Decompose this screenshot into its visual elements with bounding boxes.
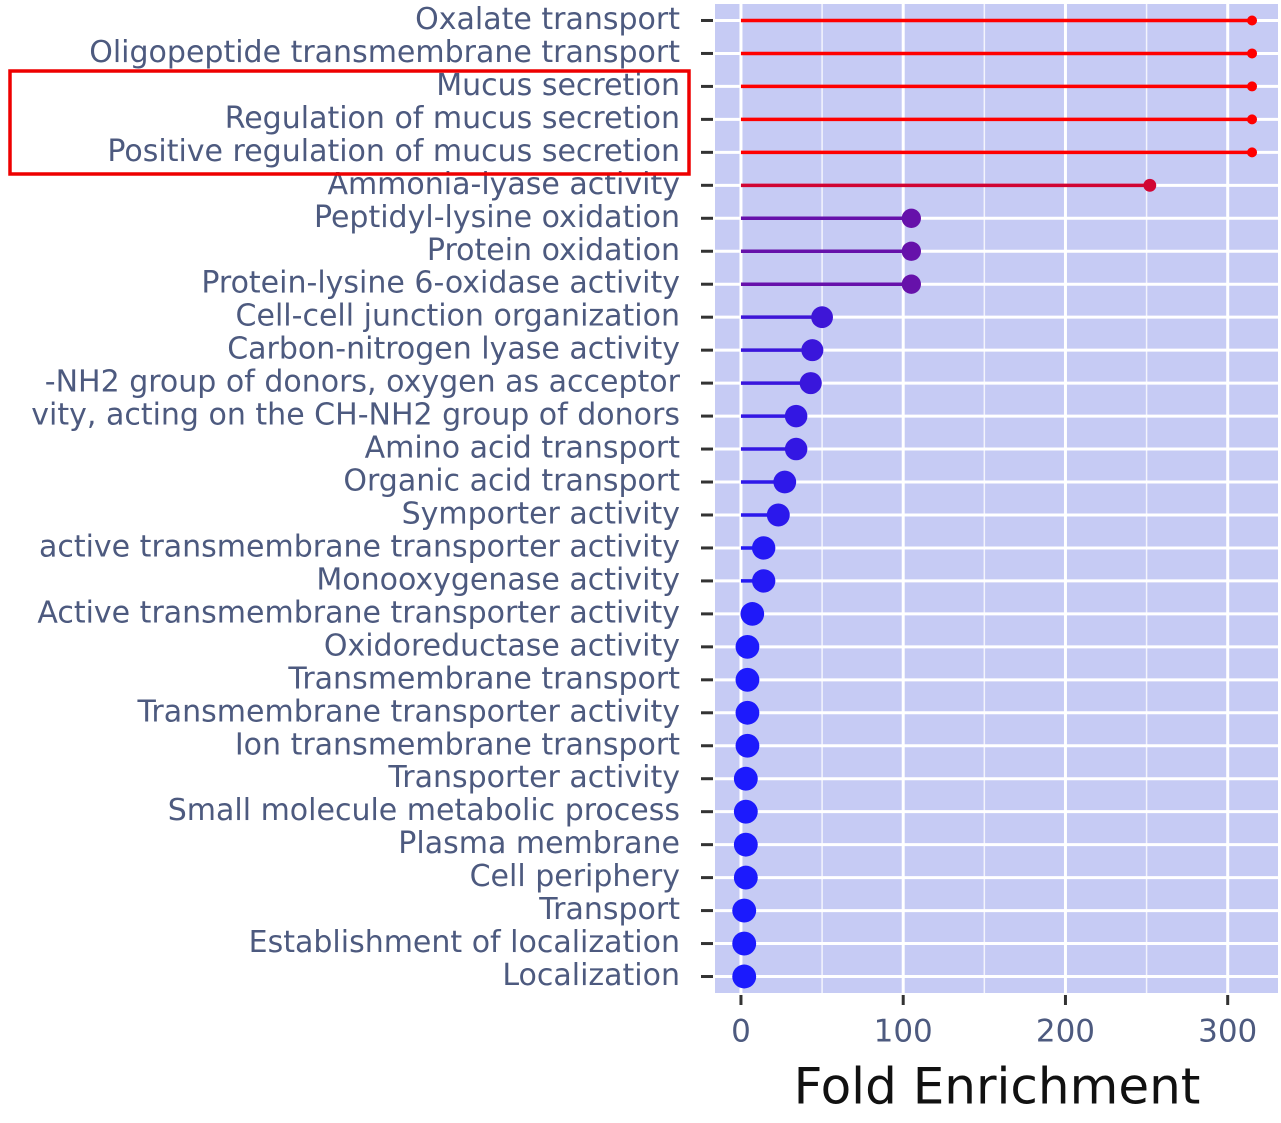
y-tick-label: Ammonia-lyase activity (327, 167, 680, 202)
y-tick-label: Plasma membrane (398, 826, 680, 861)
x-tick-label: 300 (1198, 1014, 1257, 1050)
x-tick-label: 100 (874, 1014, 933, 1050)
y-tick-label: Active transmembrane transporter activit… (37, 595, 680, 630)
y-tick-label: Protein oxidation (427, 233, 680, 268)
x-tick-label: 200 (1036, 1014, 1095, 1050)
dot (1247, 81, 1258, 92)
y-tick-label: Symporter activity (402, 496, 680, 531)
y-tick-label: Oligopeptide transmembrane transport (89, 35, 680, 70)
y-tick-label: Organic acid transport (343, 464, 680, 499)
dot (1247, 114, 1258, 125)
dot (735, 667, 760, 692)
dot (1143, 178, 1157, 192)
dot (732, 964, 757, 989)
dot (901, 241, 921, 261)
y-tick-label: Oxidoreductase activity (324, 628, 680, 663)
dot (1247, 15, 1258, 26)
dot (735, 733, 760, 758)
dot (733, 832, 758, 857)
y-tick-label: Amino acid transport (365, 431, 681, 466)
y-tick-label: Transport (538, 892, 680, 927)
y-tick-label: Cell periphery (470, 859, 680, 894)
plot-background (715, 4, 1278, 993)
y-tick-label: Ion transmembrane transport (235, 727, 680, 762)
y-tick-label: Oxalate transport (415, 2, 680, 37)
dot (799, 372, 822, 395)
dot (733, 766, 758, 791)
dot (784, 437, 808, 461)
y-tick-label: vity, acting on the CH-NH2 group of dono… (31, 398, 680, 433)
y-tick-label: Transmembrane transporter activity (137, 694, 680, 729)
highlight-box (8, 69, 691, 176)
x-axis-label: Fold Enrichment (794, 1058, 1201, 1116)
dot (901, 274, 921, 294)
y-tick-label: -NH2 group of donors, oxygen as acceptor (45, 365, 681, 400)
y-tick-label: Peptidyl-lysine oxidation (314, 200, 680, 235)
y-tick-label: Carbon-nitrogen lyase activity (227, 332, 680, 367)
dot (766, 503, 790, 527)
y-tick-label: Small molecule metabolic process (168, 793, 680, 828)
y-tick-label: Cell-cell junction organization (236, 299, 680, 334)
y-tick-label: Monooxygenase activity (316, 562, 680, 597)
dot (801, 339, 824, 362)
dot (773, 470, 797, 494)
y-tick-label: Transmembrane transport (287, 661, 680, 696)
y-tick-label: Protein-lysine 6-oxidase activity (201, 266, 680, 301)
dot (751, 536, 776, 560)
dot (732, 898, 757, 923)
y-tick-label: Mucus secretion (436, 68, 680, 103)
y-tick-label: Positive regulation of mucus secretion (107, 134, 680, 169)
dot (784, 404, 808, 428)
dot (735, 700, 760, 725)
dot (732, 931, 757, 956)
y-tick-label: Transporter activity (387, 760, 680, 795)
dot (901, 208, 921, 228)
dot (740, 602, 765, 626)
y-tick-label: Establishment of localization (249, 925, 680, 960)
dot (1247, 147, 1258, 158)
dot (735, 634, 760, 659)
y-tick-label: Localization (502, 958, 680, 993)
dot (811, 306, 833, 329)
dot (751, 569, 776, 593)
dot (733, 865, 758, 890)
dot (733, 799, 758, 824)
x-tick-label: 0 (731, 1014, 751, 1050)
y-tick-label: active transmembrane transporter activit… (39, 529, 680, 564)
y-tick-label: Regulation of mucus secretion (225, 101, 680, 136)
dot (1247, 48, 1258, 59)
